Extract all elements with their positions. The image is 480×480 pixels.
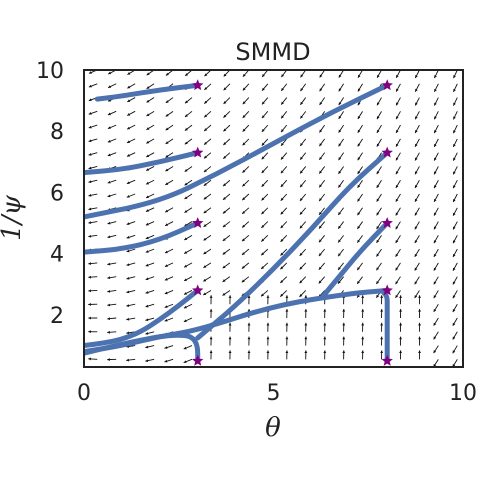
start-marker	[192, 79, 203, 90]
field-arrow-head	[361, 295, 364, 298]
field-arrow-head	[88, 276, 91, 279]
field-arrow-head	[399, 309, 402, 312]
field-arrow-head	[361, 337, 364, 340]
field-arrow-head	[285, 337, 288, 340]
x-tick-label: 5	[267, 381, 281, 406]
field-arrow-head	[210, 337, 213, 340]
field-arrow-head	[248, 350, 251, 353]
field-arrow-head	[323, 350, 326, 353]
field-arrow-head	[107, 331, 110, 334]
field-arrow-head	[229, 337, 232, 340]
field-arrow-head	[107, 317, 110, 320]
trajectory-line-10	[383, 292, 387, 361]
trajectory-line-6	[323, 223, 387, 296]
plot-frame	[84, 70, 463, 367]
field-arrow-head	[285, 350, 288, 353]
field-arrow-head	[267, 350, 270, 353]
field-arrow-head	[88, 317, 91, 320]
y-tick-label: 6	[50, 181, 64, 206]
field-arrow-head	[361, 309, 364, 312]
field-arrow-head	[418, 350, 421, 353]
field-arrow-head	[304, 309, 307, 312]
field-arrow-head	[210, 350, 213, 353]
field-arrow-head	[145, 346, 148, 349]
field-arrow-head	[304, 295, 307, 298]
field-arrow-head	[304, 323, 307, 326]
field-arrow-head	[361, 350, 364, 353]
x-axis-label: θ	[265, 413, 281, 443]
field-arrow-head	[304, 337, 307, 340]
x-tick-label: 0	[77, 381, 91, 406]
field-arrow-head	[267, 337, 270, 340]
y-tick-labels: 2 4 6 8 10	[36, 59, 64, 329]
field-arrow-head	[342, 337, 345, 340]
field-arrow-head	[248, 337, 251, 340]
trajectory-line-4	[198, 153, 388, 338]
field-arrow-head	[88, 180, 91, 183]
field-arrow-head	[126, 290, 129, 293]
field-arrow-head	[418, 295, 421, 298]
field-arrow-head	[342, 350, 345, 353]
vector-field	[88, 70, 457, 367]
field-arrow-head	[380, 309, 383, 312]
chart-title: SMMD	[235, 38, 310, 66]
field-arrow-head	[380, 350, 383, 353]
field-arrow-head	[229, 350, 232, 353]
field-arrow-head	[399, 350, 402, 353]
field-arrow-head	[88, 303, 91, 306]
trajectory-line-3	[84, 153, 198, 173]
field-arrow-head	[418, 323, 421, 326]
x-tick-labels: 0 5 10	[77, 381, 477, 406]
field-arrow-head	[342, 309, 345, 312]
field-arrow-head	[210, 309, 213, 312]
field-arrow-head	[323, 337, 326, 340]
trajectory-line-9	[84, 335, 198, 361]
field-arrow-head	[418, 337, 421, 340]
field-arrow-head	[267, 323, 270, 326]
field-arrow-head	[399, 295, 402, 298]
field-arrow-head	[285, 323, 288, 326]
field-arrow-head	[210, 295, 213, 298]
field-arrow-head	[248, 323, 251, 326]
field-arrow-head	[323, 309, 326, 312]
start-marker	[192, 355, 203, 366]
field-arrow-head	[399, 323, 402, 326]
field-arrow-head	[361, 323, 364, 326]
y-tick-label: 8	[50, 120, 64, 145]
field-arrow-head	[285, 309, 288, 312]
y-tick-label: 2	[50, 304, 64, 329]
field-arrow-head	[107, 235, 110, 238]
field-arrow-head	[342, 323, 345, 326]
field-arrow-head	[229, 295, 232, 298]
field-arrow-head	[88, 330, 91, 333]
field-arrow-head	[380, 295, 383, 298]
start-marker	[381, 355, 392, 366]
trajectory-line-5	[84, 223, 198, 252]
field-arrow-head	[323, 323, 326, 326]
y-tick-label: 4	[50, 243, 64, 268]
field-arrow-head	[267, 295, 270, 298]
field-arrow-head	[88, 289, 91, 292]
y-tick-label: 10	[36, 59, 64, 84]
field-arrow-head	[418, 309, 421, 312]
field-arrow-head	[88, 262, 91, 265]
y-axis-label: 1/ψ	[0, 195, 27, 241]
field-arrow-head	[229, 323, 232, 326]
field-arrow-head	[380, 337, 383, 340]
field-arrow-head	[88, 358, 91, 361]
x-tick-label: 10	[449, 381, 477, 406]
field-arrow-head	[380, 323, 383, 326]
field-arrow-head	[285, 295, 288, 298]
field-arrow-head	[304, 350, 307, 353]
field-arrow-head	[107, 358, 110, 361]
field-arrow-head	[399, 337, 402, 340]
